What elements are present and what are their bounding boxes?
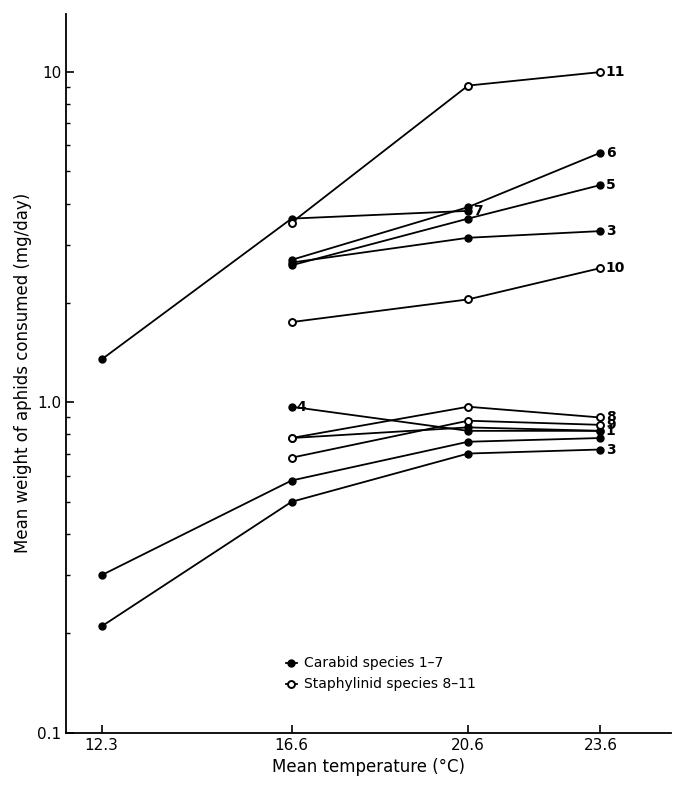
Text: 10: 10 bbox=[606, 261, 625, 275]
X-axis label: Mean temperature (°C): Mean temperature (°C) bbox=[272, 758, 465, 776]
Text: 3: 3 bbox=[606, 224, 615, 238]
Legend: Carabid species 1–7, Staphylinid species 8–11: Carabid species 1–7, Staphylinid species… bbox=[280, 651, 482, 697]
Text: 3: 3 bbox=[606, 442, 615, 457]
Text: 8: 8 bbox=[606, 411, 616, 424]
Text: 11: 11 bbox=[606, 65, 625, 79]
Y-axis label: Mean weight of aphids consumed (mg/day): Mean weight of aphids consumed (mg/day) bbox=[14, 194, 32, 554]
Text: 1: 1 bbox=[606, 424, 616, 438]
Text: 5: 5 bbox=[606, 178, 616, 192]
Text: 4: 4 bbox=[297, 400, 307, 414]
Text: 7: 7 bbox=[473, 204, 483, 218]
Text: 9: 9 bbox=[606, 418, 615, 432]
Text: 6: 6 bbox=[606, 145, 615, 160]
